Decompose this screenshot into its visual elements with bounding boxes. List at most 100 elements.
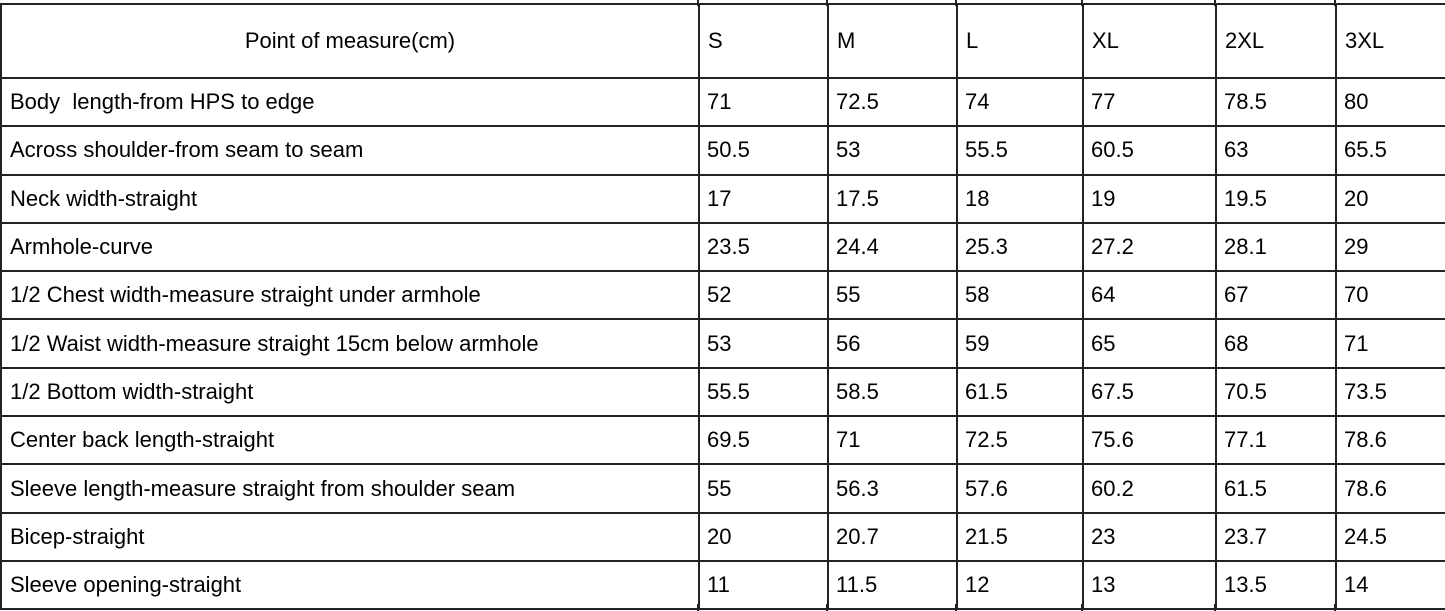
measure-value: 55.5 <box>956 125 1084 176</box>
measure-value: 70 <box>1335 270 1445 321</box>
measure-value: 14 <box>1335 559 1445 611</box>
measure-value: 55.5 <box>698 366 829 418</box>
table-row: Sleeve length-measure straight from shou… <box>0 463 1445 514</box>
table-row: Bicep-straight 20 20.7 21.5 23 23.7 24.5 <box>0 511 1445 562</box>
measure-value: 17 <box>698 173 829 224</box>
measure-value: 21.5 <box>956 511 1084 562</box>
measure-value: 17.5 <box>827 173 958 224</box>
measure-value: 77 <box>1082 76 1217 128</box>
measure-value: 72.5 <box>956 415 1084 466</box>
table-row: Armhole-curve 23.5 24.4 25.3 27.2 28.1 29 <box>0 221 1445 273</box>
measure-value: 73.5 <box>1335 366 1445 418</box>
size-header-3XL: 3XL <box>1335 3 1445 79</box>
measure-label: 1/2 Bottom width-straight <box>0 366 700 418</box>
measure-value: 61.5 <box>1215 463 1337 514</box>
grid-line-stub <box>826 604 828 611</box>
measure-value: 68 <box>1215 318 1337 369</box>
measure-value: 28.1 <box>1215 221 1337 273</box>
measure-value: 59 <box>956 318 1084 369</box>
table-row: Body length-from HPS to edge 71 72.5 74 77 78… <box>0 76 1445 128</box>
measure-value: 56.3 <box>827 463 958 514</box>
table-row: Across shoulder-from seam to seam 50.5 53 5… <box>0 125 1445 176</box>
measure-label: Armhole-curve <box>0 221 700 273</box>
measure-label: Sleeve opening-straight <box>0 559 700 611</box>
measure-label: Sleeve length-measure straight from shou… <box>0 463 700 514</box>
measure-value: 75.6 <box>1082 415 1217 466</box>
measure-value: 53 <box>827 125 958 176</box>
measure-label: Across shoulder-from seam to seam <box>0 125 700 176</box>
measure-value: 24.5 <box>1335 511 1445 562</box>
size-header-2XL: 2XL <box>1215 3 1337 79</box>
measure-value: 56 <box>827 318 958 369</box>
measure-value: 60.2 <box>1082 463 1217 514</box>
size-header-XL: XL <box>1082 3 1217 79</box>
measure-value: 55 <box>698 463 829 514</box>
measure-label: Body length-from HPS to edge <box>0 76 700 128</box>
grid-line-stub <box>826 0 828 6</box>
measure-value: 27.2 <box>1082 221 1217 273</box>
measure-value: 12 <box>956 559 1084 611</box>
measure-value: 67.5 <box>1082 366 1217 418</box>
measure-value: 29 <box>1335 221 1445 273</box>
measure-value: 18 <box>956 173 1084 224</box>
measure-value: 50.5 <box>698 125 829 176</box>
measure-value: 19 <box>1082 173 1217 224</box>
measure-value: 23.7 <box>1215 511 1337 562</box>
table-row: 1/2 Bottom width-straight 55.5 58.5 61.5 67.… <box>0 366 1445 418</box>
grid-line-stub <box>1214 0 1216 6</box>
measure-value: 78.5 <box>1215 76 1337 128</box>
measure-value: 77.1 <box>1215 415 1337 466</box>
measure-value: 67 <box>1215 270 1337 321</box>
measure-value: 57.6 <box>956 463 1084 514</box>
measure-value: 53 <box>698 318 829 369</box>
size-header-L: L <box>956 3 1084 79</box>
measure-value: 58.5 <box>827 366 958 418</box>
measure-label: 1/2 Chest width-measure straight under a… <box>0 270 700 321</box>
measure-label: 1/2 Waist width-measure straight 15cm be… <box>0 318 700 369</box>
measure-value: 24.4 <box>827 221 958 273</box>
measure-value: 70.5 <box>1215 366 1337 418</box>
measure-value: 19.5 <box>1215 173 1337 224</box>
measure-value: 13 <box>1082 559 1217 611</box>
measure-value: 78.6 <box>1335 415 1445 466</box>
size-header-S: S <box>698 3 829 79</box>
measure-value: 20 <box>698 511 829 562</box>
measure-value: 23 <box>1082 511 1217 562</box>
measure-value: 11.5 <box>827 559 958 611</box>
grid-line-stub <box>1081 0 1083 6</box>
measure-value: 60.5 <box>1082 125 1217 176</box>
measure-value: 71 <box>827 415 958 466</box>
grid-line-stub <box>697 604 699 611</box>
grid-line-stub <box>697 0 699 6</box>
measure-value: 78.6 <box>1335 463 1445 514</box>
measure-label: Bicep-straight <box>0 511 700 562</box>
measure-value: 23.5 <box>698 221 829 273</box>
table-body: Body length-from HPS to edge 71 72.5 74 77 78… <box>0 76 1445 611</box>
table-row: 1/2 Waist width-measure straight 15cm be… <box>0 318 1445 369</box>
measure-value: 11 <box>698 559 829 611</box>
measure-value: 72.5 <box>827 76 958 128</box>
table-row: Sleeve opening-straight 11 11.5 12 13 13.5 14 <box>0 559 1445 611</box>
grid-line-stub <box>955 604 957 611</box>
grid-line-stub <box>1334 0 1336 6</box>
measure-value: 64 <box>1082 270 1217 321</box>
measure-value: 52 <box>698 270 829 321</box>
table-row: 1/2 Chest width-measure straight under a… <box>0 270 1445 321</box>
table-row: Neck width-straight 17 17.5 18 19 19.5 20 <box>0 173 1445 224</box>
grid-line-stub <box>1081 604 1083 611</box>
measure-value: 69.5 <box>698 415 829 466</box>
measure-value: 71 <box>1335 318 1445 369</box>
measure-value: 58 <box>956 270 1084 321</box>
measure-value: 65 <box>1082 318 1217 369</box>
grid-line-stub <box>1334 604 1336 611</box>
size-header-M: M <box>827 3 958 79</box>
measure-value: 74 <box>956 76 1084 128</box>
grid-line-stub <box>1214 604 1216 611</box>
point-of-measure-header: Point of measure(cm) <box>0 3 700 79</box>
measure-value: 13.5 <box>1215 559 1337 611</box>
measure-value: 65.5 <box>1335 125 1445 176</box>
measure-value: 55 <box>827 270 958 321</box>
table-row: Center back length-straight 69.5 71 72.5 75.… <box>0 415 1445 466</box>
measure-value: 25.3 <box>956 221 1084 273</box>
